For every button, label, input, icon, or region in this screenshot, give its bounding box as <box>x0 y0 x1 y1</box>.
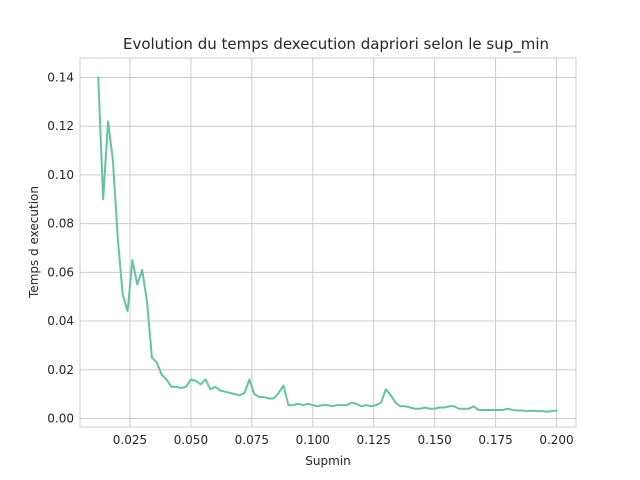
y-tick-label: 0.08 <box>47 217 74 231</box>
y-tick-label: 0.14 <box>47 70 74 84</box>
x-tick-label: 0.150 <box>417 433 451 447</box>
y-tick-label: 0.04 <box>47 314 74 328</box>
plot-frame <box>79 57 577 428</box>
grid-lines <box>80 58 576 427</box>
y-tick-label: 0.06 <box>47 265 74 279</box>
y-tick-label: 0.10 <box>47 168 74 182</box>
y-tick-label: 0.00 <box>47 411 74 425</box>
y-tick-labels: 0.00 0.02 0.04 0.06 0.08 0.10 0.12 0.14 <box>47 70 74 425</box>
y-tick-label: 0.12 <box>47 119 74 133</box>
series-group <box>97 76 558 413</box>
x-tick-label: 0.075 <box>235 433 269 447</box>
y-tick-label: 0.02 <box>47 363 74 377</box>
x-tick-label: 0.175 <box>478 433 512 447</box>
x-tick-label: 0.100 <box>296 433 330 447</box>
x-axis-label: Supmin <box>305 454 350 468</box>
x-tick-label: 0.200 <box>539 433 573 447</box>
x-tick-labels: 0.025 0.050 0.075 0.100 0.125 0.150 0.175 0.200 <box>113 433 574 447</box>
x-tick-label: 0.025 <box>113 433 147 447</box>
series-line <box>97 76 558 413</box>
x-tick-label: 0.050 <box>174 433 208 447</box>
chart-title: Evolution du temps dexecution dapriori s… <box>123 35 549 54</box>
x-tick-label: 0.125 <box>357 433 391 447</box>
y-axis-label: Temps d execution <box>27 186 41 299</box>
